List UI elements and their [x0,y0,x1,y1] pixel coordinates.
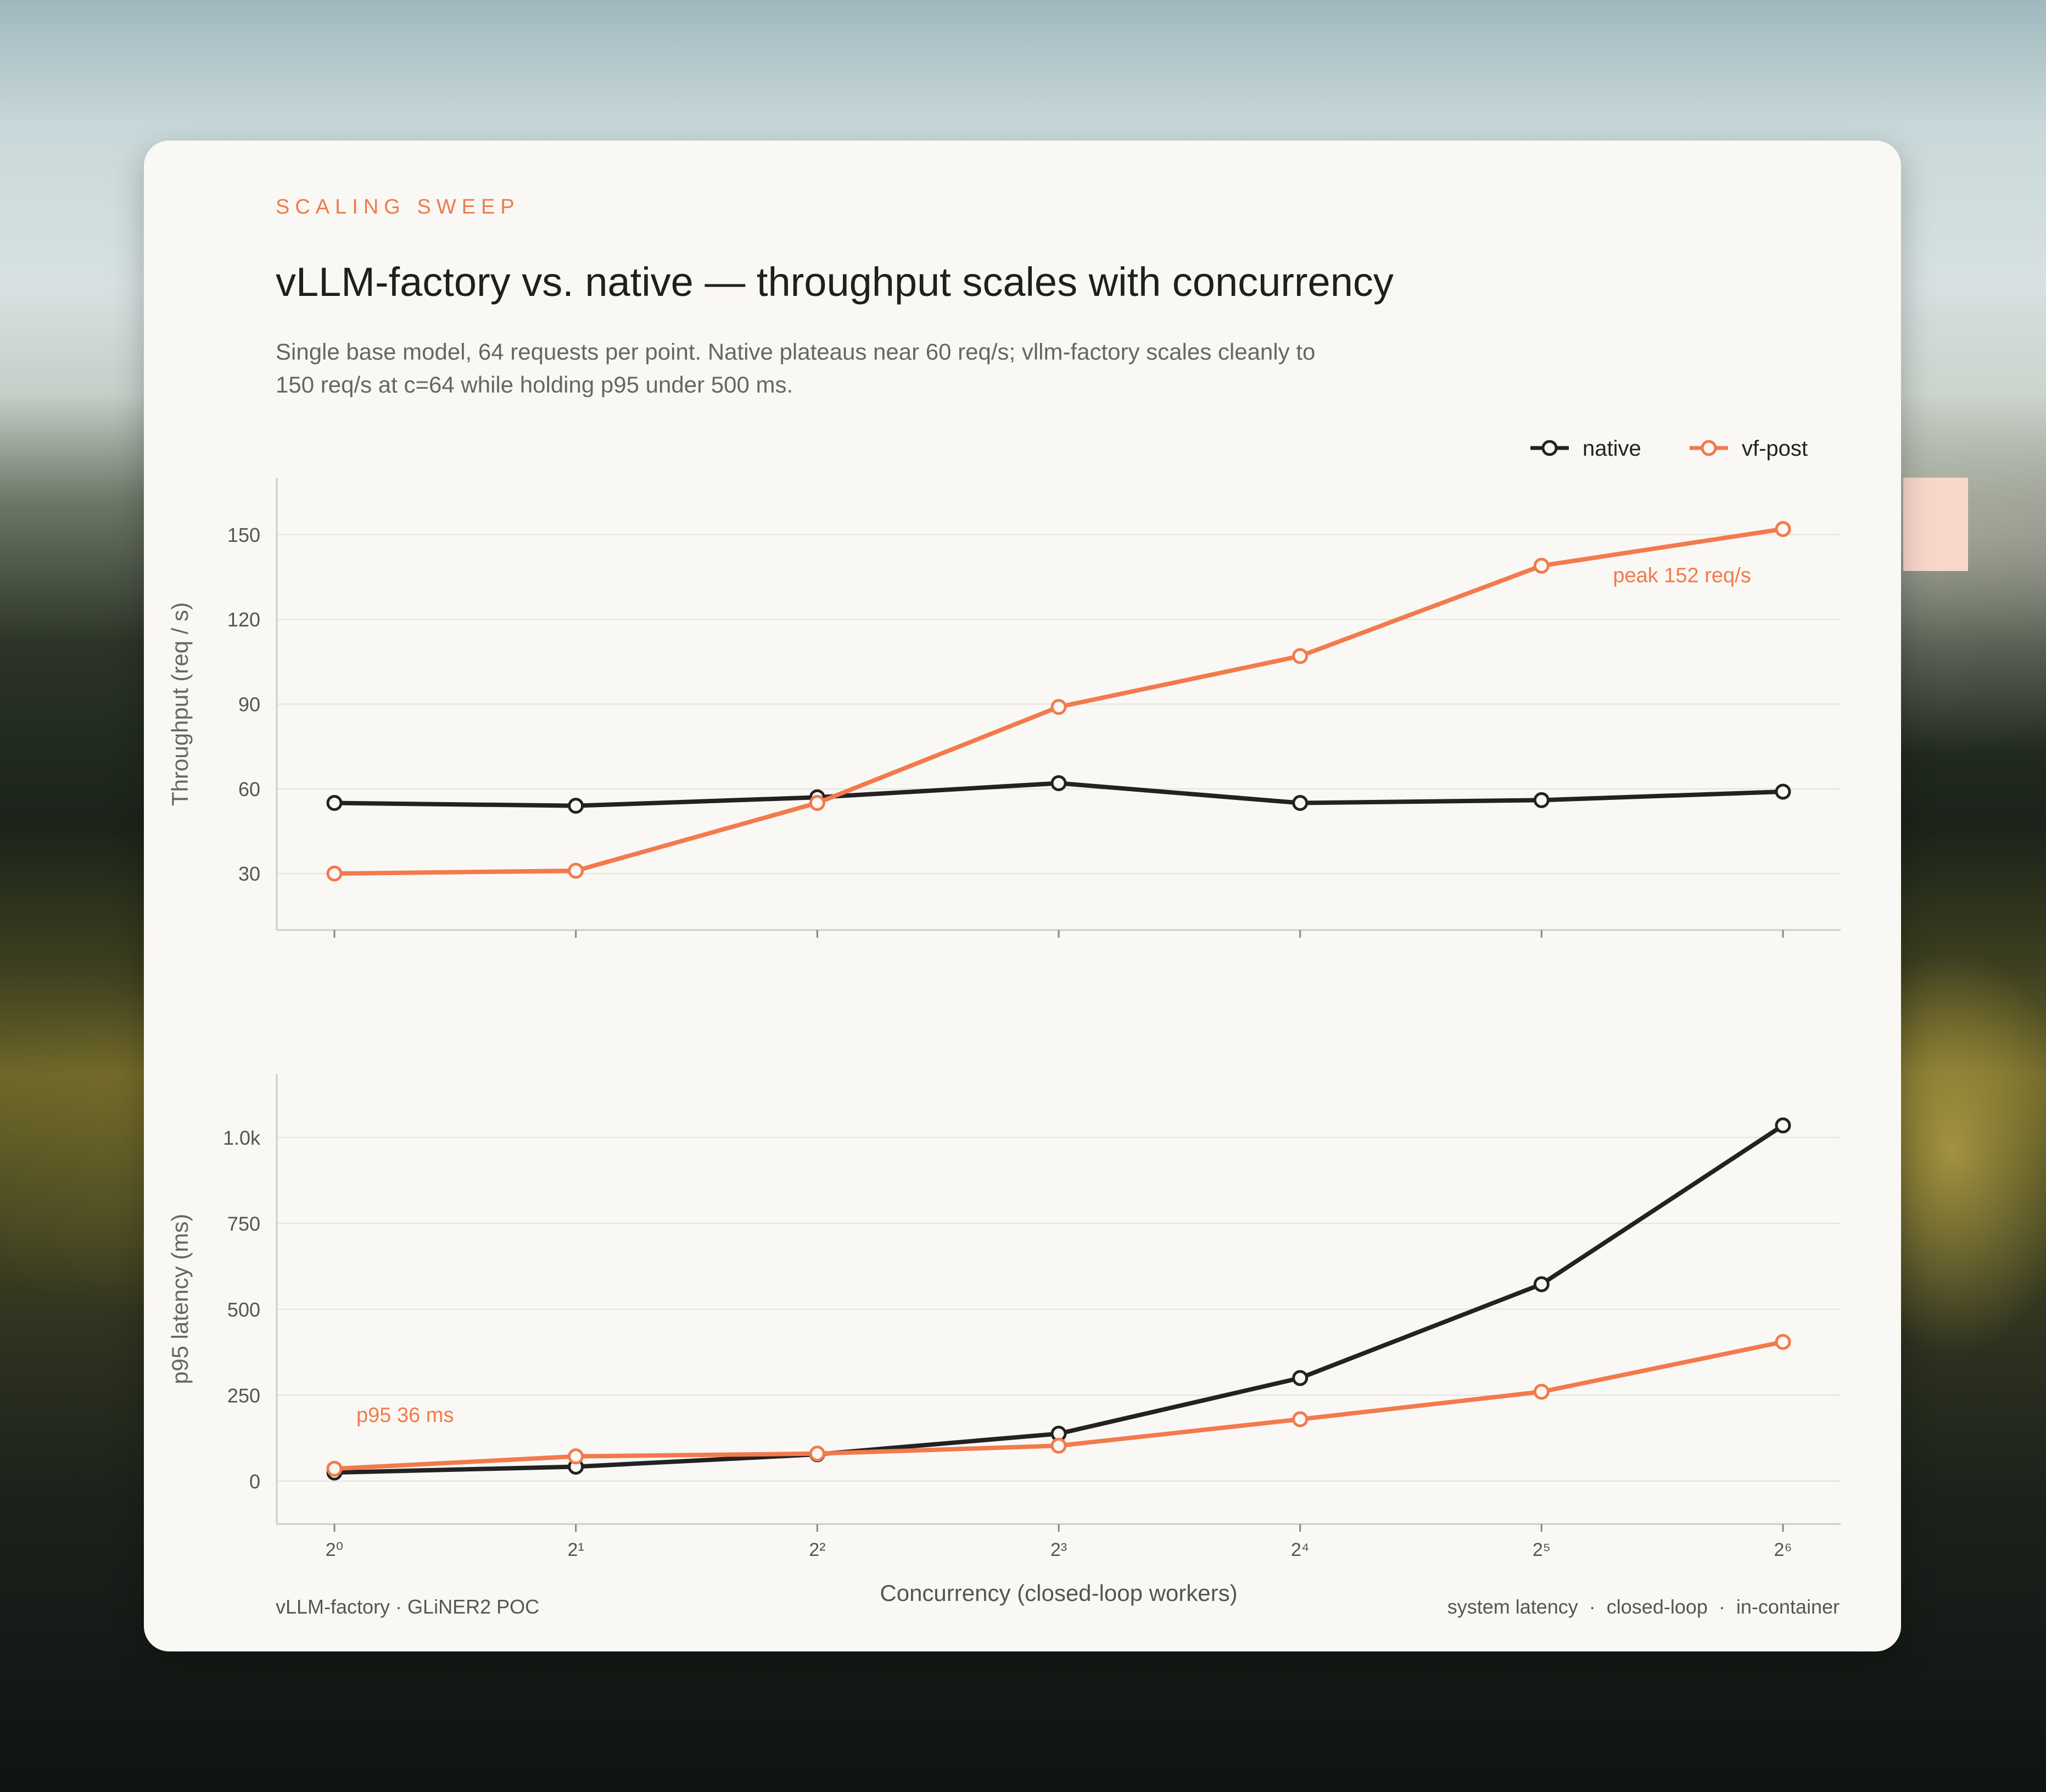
data-point-vf-post [1050,1437,1067,1454]
x-tick-label: 2² [809,1539,825,1560]
data-point-native [1533,792,1550,808]
y-tick-label: 500 [227,1298,260,1321]
y-tick-label: 1.0k [223,1127,261,1149]
y-tick-label: 750 [227,1212,260,1235]
x-tick-label: 2⁵ [1533,1539,1551,1560]
data-point-vf-post [809,795,825,811]
data-point-native [1533,1276,1550,1292]
data-point-vf-post [1775,1334,1791,1350]
y-axis-label: p95 latency (ms) [167,1214,193,1384]
data-point-native [1775,783,1791,800]
data-point-vf-post [1050,699,1067,715]
annotation-label: peak 152 req/s [1613,564,1751,587]
data-point-native [1050,775,1067,792]
y-tick-label: 150 [227,524,260,546]
x-tick-label: 2⁴ [1291,1539,1310,1560]
y-axis-label: Throughput (req / s) [167,602,193,806]
x-axis-label: Concurrency (closed-loop workers) [880,1580,1237,1606]
y-tick-label: 120 [227,608,260,631]
data-point-vf-post [1292,1411,1309,1427]
legend-label-native: native [1583,436,1641,461]
data-point-native [1292,795,1309,811]
chart-subtitle: Single base model, 64 requests per point… [276,339,1316,397]
chart-title: vLLM-factory vs. native — throughput sca… [276,259,1394,305]
series-line-native [332,1123,1785,1475]
footer-notes: system latency · closed-loop · in-contai… [1447,1595,1840,1618]
legend-marker-vf-post [1701,440,1717,456]
x-tick-label: 2⁰ [326,1539,344,1560]
data-point-vf-post [809,1446,825,1462]
data-point-vf-post [1533,1384,1550,1400]
data-point-vf-post [326,1460,343,1477]
data-point-native [1775,1117,1791,1134]
data-point-vf-post [1533,557,1550,574]
background-accent-shape [1903,478,1968,571]
x-tick-label: 2⁶ [1774,1539,1792,1560]
annotation-label: p95 36 ms [356,1404,454,1427]
eyebrow-label: SCALING SWEEP [276,195,520,219]
y-tick-label: 30 [238,863,260,885]
data-point-native [326,795,343,811]
data-point-vf-post [326,865,343,882]
data-point-native [1292,1370,1309,1386]
data-point-vf-post [568,863,584,879]
y-tick-label: 0 [249,1470,260,1493]
legend-marker-native [1541,440,1558,456]
data-point-vf-post [568,1448,584,1465]
legend-label-vf-post: vf-post [1742,436,1808,461]
data-point-vf-post [1292,648,1309,664]
y-tick-label: 60 [238,778,260,800]
x-tick-label: 2¹ [568,1539,584,1560]
y-tick-label: 250 [227,1384,260,1407]
x-tick-label: 2³ [1050,1539,1067,1560]
charts-svg: 30 60 90 120 150 Throughput (req / s) peak 152… [167,436,1841,1606]
data-point-vf-post [1775,521,1791,537]
y-tick-label: 90 [238,693,260,716]
chart-card: SCALING SWEEP vLLM-factory vs. native — … [144,141,1901,1651]
footer-source: vLLM-factory · GLiNER2 POC [276,1595,540,1618]
data-point-native [568,798,584,814]
